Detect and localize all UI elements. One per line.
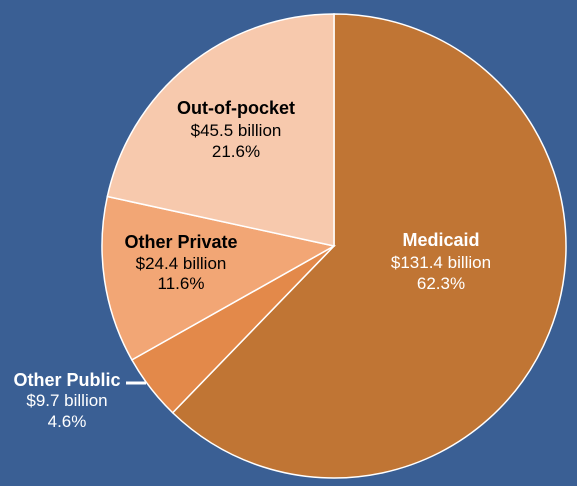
label-other-private-name: Other Private [124, 232, 237, 252]
label-other-private-amount: $24.4 billion [136, 254, 227, 273]
pie-slices [101, 13, 567, 479]
label-medicaid-percent: 62.3% [417, 274, 465, 293]
label-other-public-percent: 4.6% [48, 412, 87, 431]
label-other-private: Other Private $24.4 billion 11.6% [124, 232, 237, 293]
pie-slice-other-private [101, 195, 337, 361]
label-out-of-pocket-percent: 21.6% [212, 142, 260, 161]
label-other-public-amount: $9.7 billion [26, 391, 107, 410]
label-other-public: Other Public $9.7 billion 4.6% [13, 370, 120, 431]
label-medicaid-amount: $131.4 billion [391, 253, 491, 272]
label-medicaid-name: Medicaid [402, 230, 479, 250]
label-out-of-pocket: Out-of-pocket $45.5 billion 21.6% [177, 98, 295, 161]
pie-slice-out-of-pocket [106, 13, 335, 247]
label-out-of-pocket-amount: $45.5 billion [191, 121, 282, 140]
label-out-of-pocket-name: Out-of-pocket [177, 98, 295, 118]
label-other-public-name: Other Public [13, 370, 120, 390]
label-medicaid: Medicaid $131.4 billion 62.3% [391, 230, 491, 293]
label-other-private-percent: 11.6% [158, 274, 205, 293]
pie-slice-medicaid [171, 13, 567, 479]
